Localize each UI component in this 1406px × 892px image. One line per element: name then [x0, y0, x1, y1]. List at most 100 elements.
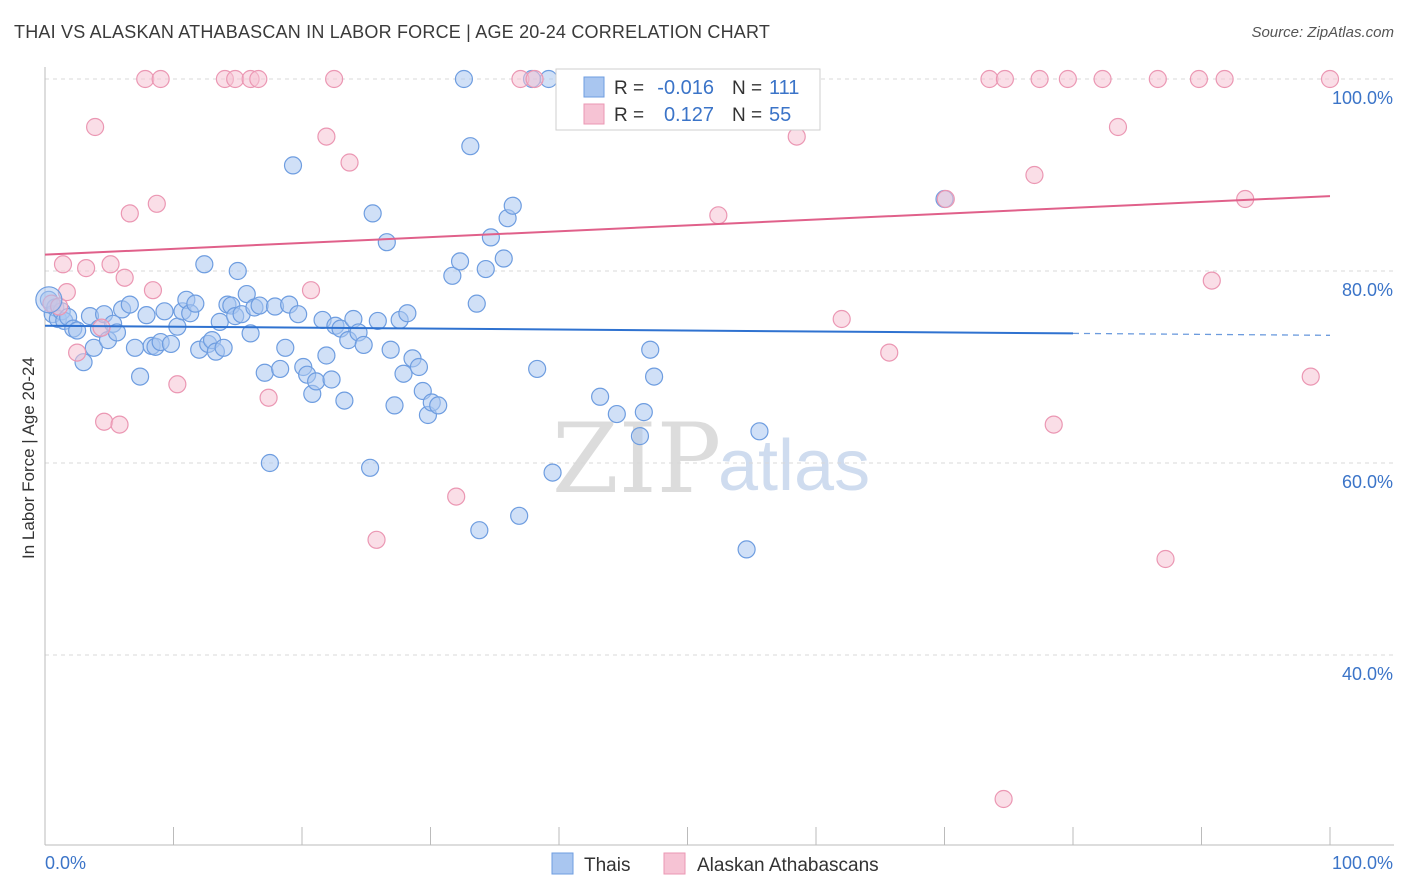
thais-point	[276, 338, 295, 357]
thais-point	[260, 453, 279, 473]
athabascan-point	[880, 343, 899, 362]
stats-n-value: 55	[769, 104, 791, 126]
thais-point	[630, 427, 650, 446]
thais-point	[461, 137, 480, 156]
stats-r-label: R =	[614, 105, 644, 126]
athabascan-point	[1108, 117, 1128, 137]
athabascan-point	[86, 117, 105, 137]
stats-n-label: N =	[732, 105, 762, 126]
thais-point	[363, 204, 382, 223]
athabascan-point	[1215, 69, 1234, 89]
athabascan-point	[787, 127, 806, 146]
athabascan-point	[367, 530, 386, 549]
axes: 100.0% 80.0% 60.0% 40.0% 0.0% 100.0%	[44, 67, 1394, 873]
thais-point	[377, 233, 396, 252]
thais-point	[84, 338, 103, 357]
thais-point	[750, 422, 769, 441]
athabascan-point	[259, 388, 278, 407]
thais-point	[476, 259, 495, 279]
thais-point	[398, 304, 417, 323]
stats-n-label: N =	[732, 78, 762, 99]
thais-point	[528, 359, 547, 379]
athabascan-point	[317, 127, 336, 146]
y-tick-label: 60.0%	[1342, 472, 1393, 492]
thais-point	[255, 363, 274, 382]
athabascan-point	[325, 69, 344, 89]
watermark: ZIP atlas	[552, 403, 870, 515]
athabascan-point	[101, 255, 120, 274]
athabascan-point	[147, 194, 166, 213]
stats-r-value: 0.127	[664, 104, 714, 126]
athabascan-point	[340, 153, 359, 172]
thais-point	[322, 370, 341, 389]
athabascan-point	[136, 69, 155, 89]
chart-title: THAI VS ALASKAN ATHABASCAN IN LABOR FORC…	[14, 22, 771, 42]
thais-point	[137, 306, 156, 325]
thais-point	[641, 340, 660, 359]
athabascan-point	[120, 204, 139, 223]
thais-point	[35, 286, 63, 314]
athabascan-point	[68, 343, 87, 362]
thais-point	[186, 294, 205, 313]
athabascan-point	[447, 487, 466, 506]
athabascan-point	[143, 281, 163, 300]
thais-point	[289, 305, 308, 324]
stats-swatch	[583, 76, 605, 98]
y-tick-label: 80.0%	[1342, 280, 1393, 300]
athabascan-point	[709, 206, 728, 225]
thais-point	[68, 321, 87, 340]
series-legend: Thais Alaskan Athabascans	[551, 852, 879, 876]
thais-point	[543, 463, 562, 482]
thais-point	[271, 359, 290, 379]
thais-trend-extension	[1072, 332, 1331, 336]
thais-point	[130, 367, 150, 386]
thais-point	[737, 540, 756, 559]
thais-point	[368, 311, 387, 331]
athabascan-point	[92, 318, 111, 337]
athabascan-point	[226, 69, 245, 89]
watermark-atlas: atlas	[718, 426, 870, 506]
thais-trend-line	[44, 324, 1074, 335]
thais-point	[644, 367, 664, 386]
thais-point	[634, 403, 653, 422]
athabascan-point	[168, 375, 187, 394]
athabascan-point	[1189, 69, 1209, 89]
athabascan-point	[1044, 415, 1063, 434]
thais-point	[394, 364, 413, 383]
athabascan-point	[936, 189, 955, 209]
thais-point	[214, 338, 233, 357]
thais-point	[467, 294, 486, 313]
thais-point	[161, 334, 181, 354]
stats-r-value: -0.016	[657, 77, 714, 99]
athabascan-point	[53, 255, 73, 274]
thais-point	[607, 404, 626, 424]
thais-point	[125, 338, 145, 357]
legend-swatch	[663, 852, 686, 875]
athabascan-point	[832, 309, 851, 329]
thais-point	[450, 252, 470, 271]
thais-point	[481, 228, 500, 247]
thais-point	[120, 295, 139, 314]
thais-point	[409, 357, 429, 377]
thais-point	[237, 284, 256, 304]
athabascan-point	[249, 69, 268, 89]
legend-label: Alaskan Athabascans	[697, 855, 879, 876]
athabascan-point	[525, 69, 544, 89]
athabascan-point	[1156, 549, 1175, 569]
thais-point	[429, 396, 448, 415]
thais-point	[250, 296, 269, 315]
trend-lines	[44, 195, 1331, 336]
athabascan-point	[1148, 69, 1167, 89]
source-credit: Source: ZipAtlas.com	[1251, 24, 1394, 41]
stats-n-value: 111	[769, 77, 799, 99]
athabascan-point	[1030, 69, 1049, 89]
y-tick-label: 40.0%	[1342, 664, 1393, 684]
athabascan-point	[1320, 69, 1340, 89]
athabascan-point	[110, 415, 129, 434]
thais-point	[155, 302, 174, 321]
stats-legend: R = -0.016 N = 111 R = 0.127 N = 55	[555, 68, 821, 131]
thais-point	[510, 506, 529, 525]
stats-r-label: R =	[614, 78, 644, 99]
athabascan-point	[994, 789, 1013, 809]
